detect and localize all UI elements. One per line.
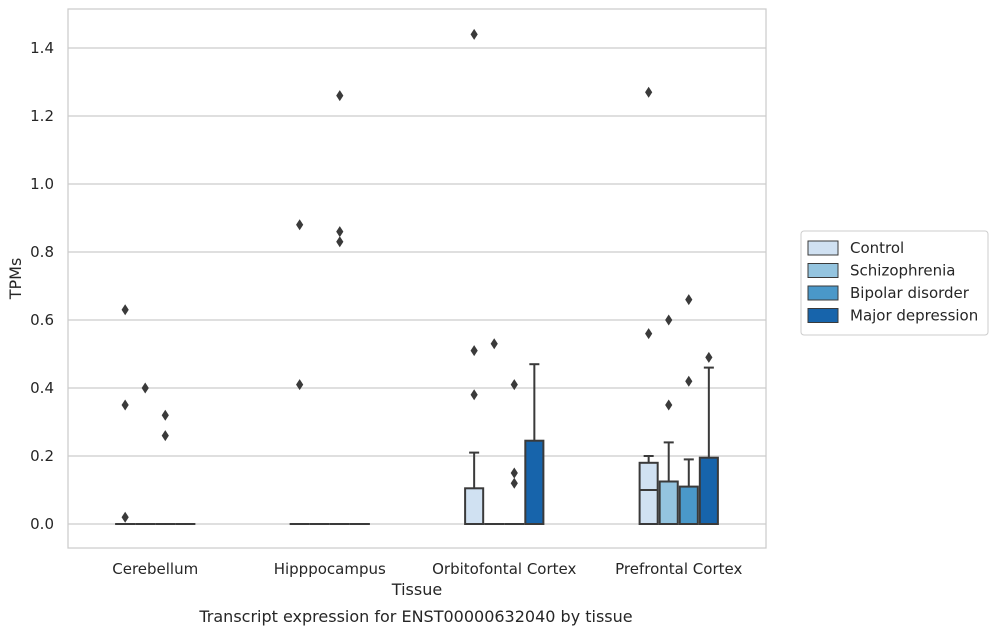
outlier-marker [645,86,653,98]
outlier-marker [510,379,518,391]
box-group [115,304,136,526]
box-series [115,28,719,526]
box-group [524,363,545,526]
box [678,485,699,526]
legend-label: Bipolar disorder [850,284,970,302]
box-group [658,314,679,525]
outlier-marker [121,399,129,411]
outlier-marker [296,379,304,391]
x-tick-label: Orbitofontal Cortex [432,560,576,578]
outlier-marker [685,294,693,306]
box-group [678,294,699,526]
y-tick-label: 0.2 [30,447,54,465]
box-group [289,219,310,526]
x-tick-labels: Cerebellum Hipppocampus Orbitofontal Corte… [112,560,742,578]
box-group [464,28,485,525]
y-axis-title: TPMs [6,258,25,301]
y-tick-label: 1.4 [30,39,54,57]
outlier-marker [685,375,693,387]
outlier-marker [510,477,518,489]
outlier-marker [510,467,518,479]
outlier-marker [665,314,673,326]
outlier-marker [161,409,169,421]
y-tick-label: 1.0 [30,175,54,193]
x-axis-title: Tissue [391,580,442,599]
box-group [638,86,659,525]
outlier-marker [645,328,653,340]
box [638,461,659,525]
legend-swatch [807,240,839,256]
outlier-marker [470,345,478,357]
legend-label: Major depression [850,307,978,325]
y-tick-label: 0.8 [30,243,54,261]
outlier-marker [705,351,713,363]
box-group [329,90,350,526]
outlier-marker [470,389,478,401]
box-group [155,409,176,526]
x-tick-label: Prefrontal Cortex [615,560,742,578]
legend: Control Schizophrenia Bipolar disorder Majo… [800,230,989,336]
outlier-marker [121,511,129,523]
outlier-marker [336,236,344,248]
legend-frame [800,230,989,336]
outlier-marker [336,90,344,102]
y-tick-label: 0.6 [30,311,54,329]
y-tick-label: 0.0 [30,515,54,533]
outlier-marker [336,226,344,238]
box [524,439,545,526]
outlier-marker [141,382,149,394]
outlier-marker [161,430,169,442]
box-group [698,351,719,526]
box [464,487,485,525]
chart-caption: Transcript expression for ENST0000063204… [198,607,632,626]
outlier-marker [296,219,304,231]
plot-area-frame [67,8,767,549]
legend-swatch [807,285,839,301]
gridlines [68,47,766,525]
box-group [504,379,525,526]
x-tick-label: Hipppocampus [274,560,386,578]
legend-swatch [807,263,839,278]
legend-label: Control [850,239,904,257]
x-tick-label: Cerebellum [112,560,198,578]
box-group [484,338,505,526]
legend-swatch [807,308,839,323]
outlier-marker [121,304,129,316]
outlier-marker [665,399,673,411]
y-tick-label: 1.2 [30,107,54,125]
box [698,456,719,526]
outlier-marker [490,338,498,350]
y-tick-label: 0.4 [30,379,54,397]
y-tick-labels: 0.0 0.2 0.4 0.6 0.8 1.0 1.2 1.4 [30,39,54,533]
box-group [135,382,156,526]
legend-label: Schizophrenia [850,262,955,280]
outlier-marker [470,28,478,40]
box [658,480,679,525]
